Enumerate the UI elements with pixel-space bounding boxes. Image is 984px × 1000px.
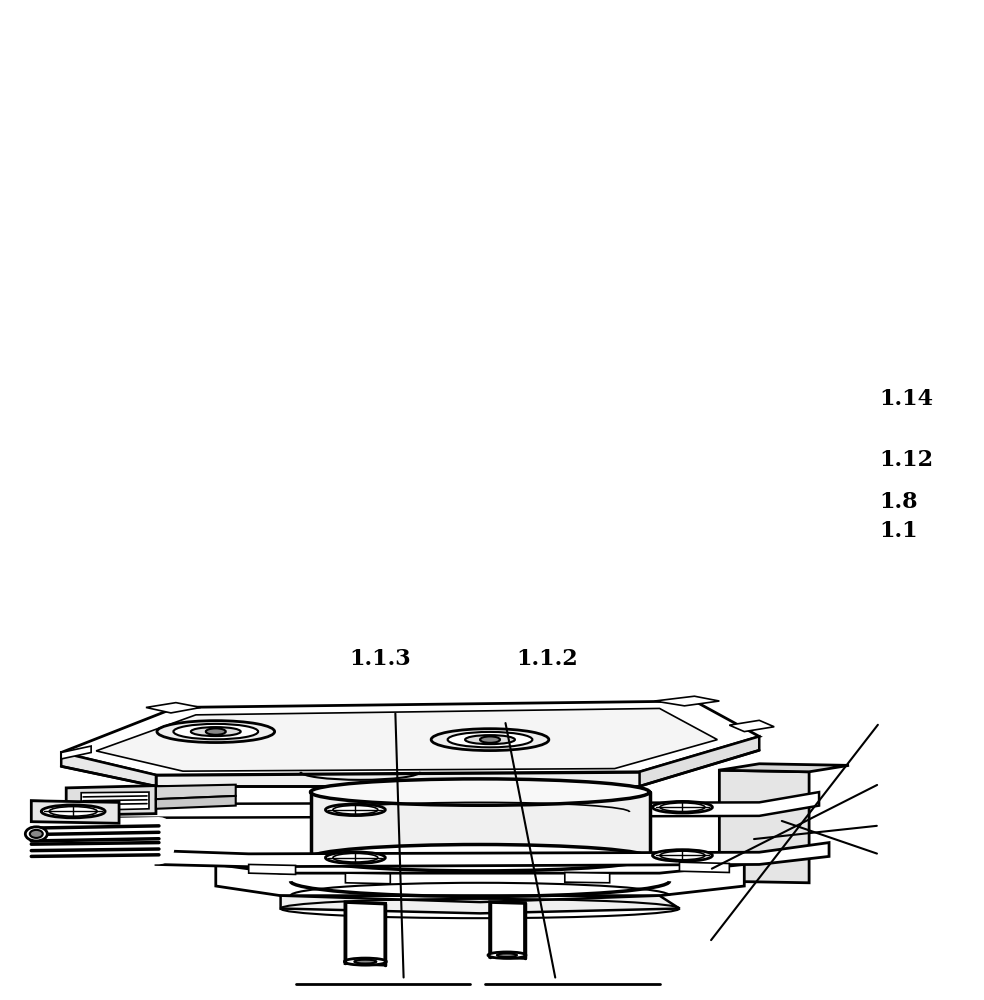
Ellipse shape [448, 732, 532, 747]
Polygon shape [146, 703, 201, 713]
Polygon shape [61, 753, 155, 786]
Ellipse shape [497, 953, 517, 957]
Polygon shape [345, 902, 386, 965]
Ellipse shape [191, 727, 241, 736]
Ellipse shape [173, 724, 258, 739]
Polygon shape [155, 843, 830, 867]
Polygon shape [249, 864, 295, 874]
Polygon shape [66, 786, 155, 815]
Circle shape [206, 728, 225, 735]
Polygon shape [61, 701, 760, 775]
Ellipse shape [326, 804, 386, 816]
Polygon shape [311, 792, 649, 858]
Polygon shape [565, 872, 610, 883]
Ellipse shape [652, 850, 712, 861]
Ellipse shape [26, 827, 47, 841]
Polygon shape [490, 902, 524, 958]
Polygon shape [654, 696, 719, 706]
Ellipse shape [41, 805, 105, 818]
Polygon shape [280, 896, 680, 913]
Polygon shape [729, 720, 774, 732]
Text: 1.8: 1.8 [880, 491, 918, 513]
Text: 1.1.2: 1.1.2 [517, 648, 579, 670]
Ellipse shape [652, 801, 712, 813]
Polygon shape [215, 864, 744, 896]
Text: 1.1: 1.1 [880, 520, 918, 542]
Polygon shape [155, 796, 236, 809]
Polygon shape [155, 772, 640, 786]
Polygon shape [719, 764, 849, 772]
Ellipse shape [354, 960, 376, 964]
Ellipse shape [431, 729, 549, 751]
Ellipse shape [660, 851, 705, 860]
Ellipse shape [333, 853, 378, 862]
Polygon shape [719, 770, 809, 883]
Circle shape [480, 736, 500, 743]
Polygon shape [31, 792, 819, 818]
Text: 1.12: 1.12 [880, 449, 934, 471]
Ellipse shape [333, 805, 378, 814]
Polygon shape [640, 736, 760, 786]
Ellipse shape [465, 735, 515, 744]
Polygon shape [345, 873, 391, 884]
Ellipse shape [30, 830, 42, 838]
Text: 1.1.3: 1.1.3 [349, 648, 411, 670]
Polygon shape [155, 785, 236, 799]
Polygon shape [96, 708, 717, 771]
Polygon shape [31, 837, 121, 851]
Polygon shape [81, 792, 149, 810]
Ellipse shape [326, 852, 386, 863]
Ellipse shape [344, 958, 387, 965]
Polygon shape [61, 746, 92, 759]
Ellipse shape [311, 779, 649, 805]
Ellipse shape [49, 807, 97, 816]
Ellipse shape [488, 952, 525, 958]
Ellipse shape [157, 721, 275, 743]
Text: 1.14: 1.14 [880, 388, 934, 410]
Polygon shape [31, 801, 119, 823]
Ellipse shape [660, 803, 705, 812]
Ellipse shape [311, 845, 649, 871]
Polygon shape [680, 862, 729, 872]
